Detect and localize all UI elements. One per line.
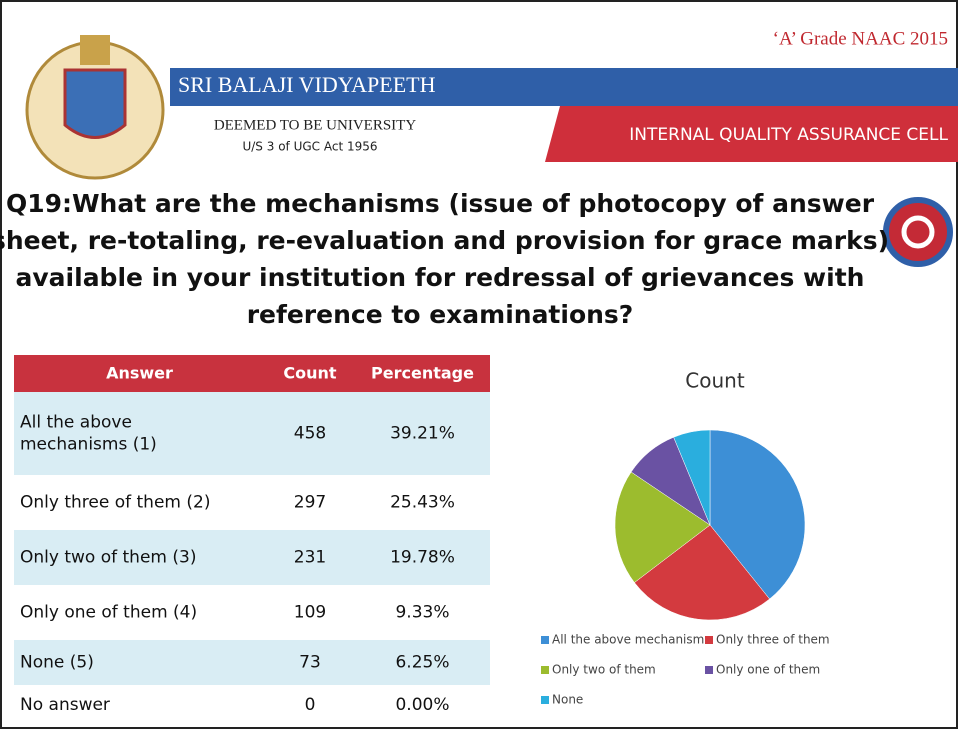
legend-label: None <box>552 693 583 707</box>
legend-label: Only one of them <box>716 663 820 677</box>
table-cell: mechanisms (1) <box>20 435 157 455</box>
table-cell: 458 <box>294 424 326 444</box>
table: Answer Count Percentage All the abovemechan… <box>14 355 490 725</box>
act: U/S 3 of UGC Act 1956 <box>242 140 377 154</box>
table-row <box>14 585 490 640</box>
logo <box>25 35 165 180</box>
question-line: available in your institution for redres… <box>16 263 865 292</box>
pie-slice <box>673 429 711 526</box>
column-header: Answer <box>106 364 173 383</box>
q-logo <box>883 197 953 267</box>
table-cell: Only one of them (4) <box>20 603 197 623</box>
table-cell: Only two of them (3) <box>20 548 196 568</box>
legend-label: Only two of them <box>552 663 656 677</box>
legend-swatch <box>541 636 549 644</box>
header-row <box>14 355 490 392</box>
table-cell: No answer <box>20 695 110 715</box>
question-line: sheet, re-totaling, re-evaluation and pr… <box>0 226 889 255</box>
table-cell: 6.25% <box>395 653 449 673</box>
table-cell: 0.00% <box>395 695 449 715</box>
chart-title: Count <box>685 369 745 393</box>
table-cell: 0 <box>305 695 316 715</box>
university: SRI BALAJI VIDYAPEETH <box>178 72 436 97</box>
deemed: DEEMED TO BE UNIVERSITY <box>214 117 417 133</box>
column-header: Count <box>283 364 337 383</box>
table-row <box>14 530 490 585</box>
blue-banner <box>170 68 958 106</box>
grade: ‘A’ Grade NAAC 2015 <box>773 28 948 49</box>
table-cell: None (5) <box>20 653 94 673</box>
table-cell: 9.33% <box>395 603 449 623</box>
table-row <box>14 685 490 725</box>
question-line: reference to examinations? <box>247 300 634 329</box>
table-cell: 25.43% <box>390 493 455 513</box>
legend-label: Only three of them <box>716 633 830 647</box>
pie-slice <box>614 471 711 583</box>
question-line: Q19:What are the mechanisms (issue of ph… <box>6 189 875 218</box>
table-cell: 231 <box>294 548 326 568</box>
table-cell: Only three of them (2) <box>20 493 210 513</box>
legend-swatch <box>705 666 713 674</box>
pie-slice <box>709 429 806 600</box>
cell: INTERNAL QUALITY ASSURANCE CELL <box>629 125 948 145</box>
table-row <box>14 640 490 685</box>
table-cell: 73 <box>299 653 321 673</box>
question: Q19:What are the mechanisms (issue of ph… <box>0 189 889 329</box>
column-header: Percentage <box>371 364 474 383</box>
red-banner <box>545 106 958 162</box>
legend-swatch <box>705 636 713 644</box>
pie-slice <box>634 524 770 621</box>
table-cell: 19.78% <box>390 548 455 568</box>
table-cell: All the above <box>20 413 132 433</box>
table-cell: 297 <box>294 493 326 513</box>
table-cell: 109 <box>294 603 326 623</box>
table-cell: 39.21% <box>390 424 455 444</box>
legend-label: All the above mechanisms <box>552 633 711 647</box>
pie-chart: Count All the above mechanisms Only three … <box>541 369 830 707</box>
table-row <box>14 475 490 530</box>
legend-swatch <box>541 696 549 704</box>
legend-swatch <box>541 666 549 674</box>
table-row <box>14 392 490 475</box>
